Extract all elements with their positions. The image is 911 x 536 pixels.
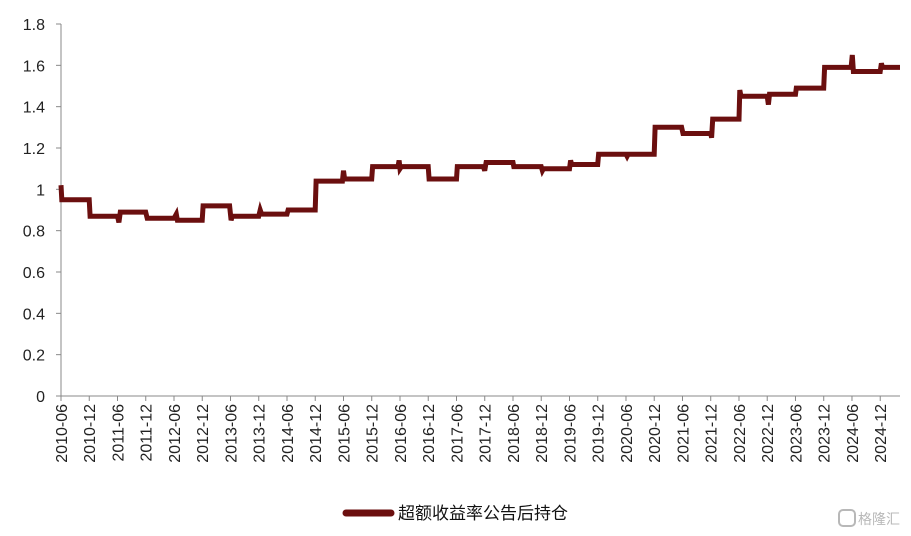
y-tick-label: 1 [36,182,45,199]
x-tick-label: 2010-06 [54,404,71,463]
x-tick-label: 2016-12 [421,404,438,463]
x-tick-label: 2023-06 [788,404,805,463]
x-tick-label: 2015-06 [336,404,353,463]
x-tick-label: 2018-06 [506,404,523,463]
x-tick-label: 2021-12 [704,404,721,463]
x-tick-label: 2011-12 [139,404,156,462]
watermark-text: 格隆汇 [858,512,900,528]
x-axis: 2010-06 2010-12 2011-06 2011-12 2012-06 2012-… [54,395,900,463]
x-tick-label: 2012-06 [167,404,184,463]
x-tick-label: 2020-12 [647,404,664,463]
x-tick-label: 2017-12 [478,404,495,463]
x-tick-label: 2013-12 [252,404,269,463]
x-tick-label: 2014-12 [308,404,325,463]
y-tick-label: 0.2 [23,348,45,365]
y-axis: 0 0.2 0.4 0.6 0.8 1 1.2 1.4 1.6 1.8 [23,17,62,406]
x-tick-label: 2021-06 [675,404,692,463]
y-tick-label: 0.4 [23,306,45,323]
legend-label: 超额收益率公告后持仓 [398,504,568,524]
x-tick-label: 2024-12 [873,404,890,463]
series-line-0 [58,54,900,223]
x-tick-label: 2015-12 [365,404,382,463]
y-tick-label: 0.6 [23,265,45,282]
y-tick-label: 1.8 [23,17,45,34]
x-tick-label: 2022-06 [732,404,749,463]
watermark: 格隆汇 [838,509,900,528]
y-tick-label: 1.6 [23,58,45,75]
x-tick-label: 2012-12 [195,404,212,463]
x-tick-label: 2016-06 [393,404,410,463]
x-tick-label: 2020-06 [619,404,636,463]
x-tick-label: 2011-06 [110,404,127,462]
x-tick-label: 2014-06 [280,404,297,463]
x-tick-label: 2013-06 [223,404,240,463]
x-tick-label: 2010-12 [82,404,99,463]
x-tick-label: 2024-06 [845,404,862,463]
watermark-logo-icon [838,509,856,527]
x-tick-label: 2017-06 [449,404,466,463]
legend: 超额收益率公告后持仓 [342,504,568,524]
series-layer [58,54,900,223]
x-tick-label: 2019-06 [562,404,579,463]
x-tick-label: 2018-12 [534,404,551,463]
x-tick-label: 2022-12 [760,404,777,463]
y-tick-label: 1.2 [23,141,45,158]
y-tick-label: 0.8 [23,224,45,241]
y-tick-label: 0 [36,389,45,406]
y-tick-label: 1.4 [23,100,45,117]
x-tick-label: 2023-12 [817,404,834,463]
x-tick-label: 2019-12 [591,404,608,463]
